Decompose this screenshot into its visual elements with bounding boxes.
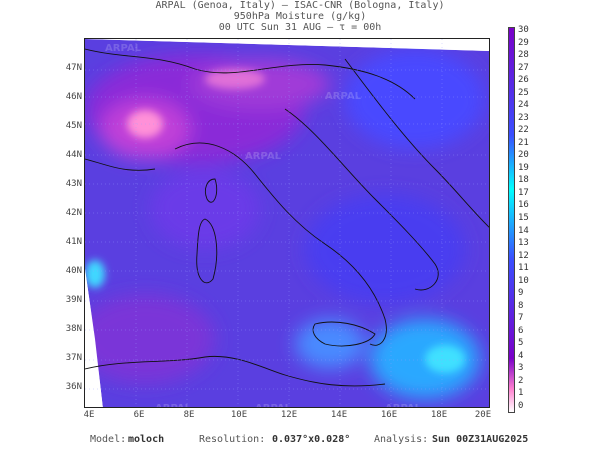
lat-label: 39N — [65, 295, 82, 305]
lat-label: 47N — [65, 63, 82, 73]
colorbar-tick-label: 23 — [518, 112, 529, 123]
lat-label: 45N — [65, 121, 82, 131]
watermark-6: ARPAL — [385, 403, 422, 408]
lon-label: 14E — [330, 410, 348, 420]
colorbar-tick-label: 29 — [518, 37, 529, 48]
map-canvas: ARPAL ARPAL ARPAL ARPAL ARPAL ARPAL — [85, 39, 489, 408]
watermark-5: ARPAL — [255, 403, 292, 408]
colorbar-tick-label: 4 — [518, 350, 524, 361]
lon-label: 20E — [474, 410, 492, 420]
model-value: moloch — [128, 434, 165, 445]
lon-label: 10E — [230, 410, 248, 420]
coast-north-africa — [85, 355, 386, 387]
colorbar-tick-label: 8 — [518, 300, 524, 311]
colorbar-tick-label: 2 — [518, 375, 524, 386]
lon-label: 8E — [183, 410, 195, 420]
moisture-peak-alps — [205, 69, 265, 89]
lon-label: 4E — [83, 410, 95, 420]
colorbar-tick-label: 11 — [518, 263, 529, 274]
analysis-label: Analysis: — [374, 434, 429, 445]
lon-label: 18E — [430, 410, 448, 420]
border-alps — [85, 48, 416, 100]
colorbar-tick-label: 5 — [518, 338, 524, 349]
moisture-low-west — [85, 260, 105, 288]
domain-edge-left — [85, 269, 103, 407]
colorbar-tick-label: 15 — [518, 213, 529, 223]
moisture-sicily-channel — [295, 319, 365, 369]
colorbar-tick-label: 9 — [518, 288, 524, 299]
lat-label: 44N — [65, 150, 82, 160]
coast-france — [85, 158, 156, 171]
lat-label: 46N — [65, 92, 82, 102]
colorbar-tick-label: 13 — [518, 238, 529, 249]
coast-italy-west — [174, 142, 387, 346]
colorbar-tick-label: 6 — [518, 325, 524, 336]
graticule — [85, 39, 489, 407]
coastlines — [85, 48, 489, 387]
colorbar-tick-label: 30 — [518, 25, 529, 35]
resolution-value: 0.037°x0.028° — [272, 434, 351, 445]
model-label: Model: — [90, 434, 127, 445]
moisture-map: ARPAL ARPAL ARPAL ARPAL ARPAL ARPAL — [84, 38, 490, 408]
header-variable: 950hPa Moisture (g/kg) — [233, 11, 367, 22]
lon-label: 6E — [133, 410, 145, 420]
colorbar-tick-label: 24 — [518, 100, 529, 111]
colorbar-tick-label: 12 — [518, 250, 529, 261]
watermark-4: ARPAL — [155, 403, 192, 408]
coast-sardinia — [196, 218, 218, 284]
moisture-tyrrhenian — [150, 169, 260, 249]
colorbar-tick-label: 10 — [518, 275, 529, 286]
lon-label: 12E — [280, 410, 298, 420]
header-source: ARPAL (Genoa, Italy) — ISAC-CNR (Bologna… — [155, 0, 445, 11]
resolution-label: Resolution: — [199, 434, 266, 445]
coast-italy-east — [284, 108, 439, 291]
watermark-1: ARPAL — [105, 43, 142, 54]
colorbar-tick-label: 25 — [518, 87, 529, 98]
moisture-southwest — [85, 294, 215, 384]
colorbar-tick-label: 16 — [518, 200, 529, 211]
chart-footer: Model: moloch Resolution: 0.037°x0.028° … — [0, 434, 600, 448]
lat-label: 38N — [65, 324, 82, 334]
lat-label: 37N — [65, 353, 82, 363]
colorbar-tick-label: 20 — [518, 150, 529, 161]
moisture-adriatic — [305, 194, 465, 304]
colorbar-tick-label: 17 — [518, 187, 529, 198]
colorbar-tick-label: 0 — [518, 401, 524, 411]
colorbar-tick-label: 21 — [518, 137, 529, 148]
moisture-low-ionian — [425, 345, 465, 373]
colorbar-tick-label: 22 — [518, 125, 529, 136]
colorbar-tick-label: 28 — [518, 50, 529, 61]
chart-header: ARPAL (Genoa, Italy) — ISAC-CNR (Bologna… — [0, 0, 600, 36]
lat-label: 40N — [65, 266, 82, 276]
colorbar-tick-label: 1 — [518, 388, 524, 399]
lon-label: 16E — [380, 410, 398, 420]
coast-corsica — [204, 178, 218, 203]
colorbar — [508, 27, 515, 413]
lat-label: 36N — [65, 382, 82, 392]
lat-label: 42N — [65, 208, 82, 218]
watermark-3: ARPAL — [325, 91, 362, 102]
lat-label: 43N — [65, 179, 82, 189]
colorbar-tick-label: 7 — [518, 313, 524, 324]
coast-sicily — [312, 321, 376, 347]
analysis-value: Sun 00Z31AUG2025 — [432, 434, 529, 445]
colorbar-tick-label: 27 — [518, 62, 529, 73]
colorbar-tick-label: 26 — [518, 75, 529, 86]
colorbar-tick-label: 3 — [518, 363, 524, 374]
header-time: 00 UTC Sun 31 AUG — τ = 00h — [218, 22, 382, 33]
watermark-2: ARPAL — [245, 151, 282, 162]
lat-label: 41N — [65, 237, 82, 247]
watermarks: ARPAL ARPAL ARPAL ARPAL ARPAL ARPAL — [105, 43, 422, 408]
colorbar-tick-label: 19 — [518, 162, 529, 173]
colorbar-tick-label: 14 — [518, 225, 529, 236]
coast-balkans — [344, 58, 489, 228]
colorbar-tick-label: 18 — [518, 175, 529, 186]
